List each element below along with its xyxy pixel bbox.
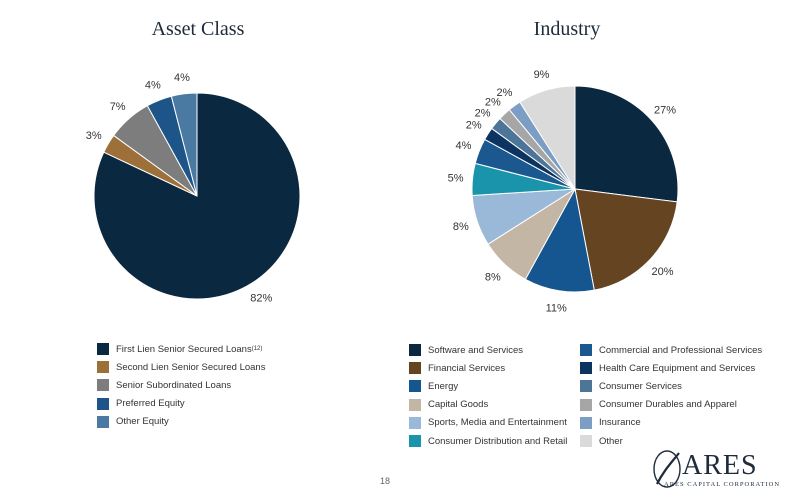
- legend-label: Consumer Durables and Apparel: [599, 399, 737, 411]
- legend-item-senior-subordinated: Senior Subordinated Loans: [97, 376, 265, 394]
- legend-item-second-lien: Second Lien Senior Secured Loans: [97, 358, 265, 376]
- industry-slice-1: [574, 188, 678, 291]
- industry-slice-2: [524, 187, 595, 293]
- legend-swatch: [409, 380, 421, 393]
- legend-label: Commercial and Professional Services: [599, 344, 763, 356]
- legend-label: Other Equity: [116, 416, 169, 428]
- legend-label: Senior Subordinated Loans: [116, 379, 232, 391]
- legend-item-other: Other: [580, 432, 762, 450]
- legend-swatch: [97, 379, 109, 392]
- legend-swatch: [580, 416, 592, 429]
- legend-swatch: [580, 435, 592, 448]
- legend-swatch: [409, 398, 421, 411]
- ares-logo-mark-icon: [653, 450, 681, 488]
- legend-label: Consumer Distribution and Retail: [428, 435, 568, 447]
- legend-item-energy: Energy: [409, 377, 567, 395]
- asset-class-data-label-3: 4%: [145, 79, 161, 91]
- industry-data-label-5: 5%: [448, 173, 464, 185]
- legend-swatch: [97, 361, 109, 374]
- legend-swatch: [409, 362, 421, 375]
- legend-item-preferred-equity: Preferred Equity: [97, 395, 265, 413]
- legend-item-consumer-distribution: Consumer Distribution and Retail: [409, 432, 567, 450]
- legend-item-software: Software and Services: [409, 341, 567, 359]
- legend-swatch: [580, 362, 592, 375]
- legend-label: Financial Services: [428, 362, 506, 374]
- legend-footnote: (12): [251, 346, 263, 353]
- industry-data-label-7: 2%: [466, 120, 482, 132]
- industry-data-label-10: 2%: [497, 87, 513, 99]
- industry-slice-0: [574, 85, 679, 203]
- industry-data-label-9: 2%: [485, 97, 501, 109]
- industry-data-label-2: 11%: [546, 303, 567, 315]
- legend-label: Sports, Media and Entertainment: [428, 417, 567, 429]
- legend-item-consumer-durables: Consumer Durables and Apparel: [580, 396, 762, 414]
- legend-item-insurance: Insurance: [580, 414, 762, 432]
- legend-label: Health Care Equipment and Services: [599, 362, 756, 374]
- asset-class-slice-4: [170, 92, 198, 197]
- industry-data-label-4: 8%: [453, 221, 469, 233]
- legend-swatch: [580, 398, 592, 411]
- legend-item-commercial: Commercial and Professional Services: [580, 341, 762, 359]
- industry-data-label-0: 27%: [654, 105, 676, 117]
- logo-wordmark: ARES: [682, 450, 758, 481]
- legend-swatch: [97, 343, 109, 356]
- asset-class-data-label-2: 7%: [110, 101, 126, 113]
- industry-data-label-6: 4%: [455, 140, 471, 152]
- industry-legend-column-1: Software and Services Financial Services…: [409, 341, 567, 450]
- industry-slice-11: [519, 85, 576, 191]
- legend-swatch: [97, 415, 109, 428]
- legend-item-financial: Financial Services: [409, 359, 567, 377]
- industry-data-label-3: 8%: [485, 271, 501, 283]
- legend-label: Capital Goods: [428, 399, 489, 411]
- asset-class-data-label-0: 82%: [250, 292, 272, 304]
- legend-item-capital-goods: Capital Goods: [409, 396, 567, 414]
- legend-swatch: [580, 344, 592, 357]
- legend-item-other-equity: Other Equity: [97, 413, 265, 431]
- ares-logo: ARES ARES CAPITAL CORPORATION: [648, 448, 779, 494]
- asset-class-legend: First Lien Senior Secured Loans (12) Seco…: [97, 340, 265, 431]
- page-number: 18: [379, 476, 390, 486]
- asset-class-chart-title: Asset Class: [151, 18, 245, 40]
- industry-data-label-8: 2%: [475, 108, 491, 120]
- asset-class-data-label-4: 4%: [174, 72, 190, 84]
- industry-legend-column-2: Commercial and Professional Services Hea…: [580, 341, 762, 450]
- legend-label: Preferred Equity: [116, 398, 185, 410]
- legend-item-consumer-services: Consumer Services: [580, 377, 762, 395]
- legend-swatch: [580, 380, 592, 393]
- legend-item-health-care: Health Care Equipment and Services: [580, 359, 762, 377]
- industry-data-label-1: 20%: [651, 266, 673, 278]
- legend-label: Consumer Services: [599, 380, 682, 392]
- legend-swatch: [409, 344, 421, 357]
- legend-label: Energy: [428, 380, 459, 392]
- legend-label: First Lien Senior Secured Loans: [116, 343, 252, 355]
- asset-class-data-label-1: 3%: [86, 130, 102, 142]
- industry-chart-title: Industry: [533, 18, 601, 40]
- legend-label: Second Lien Senior Secured Loans: [116, 361, 266, 373]
- legend-label: Software and Services: [428, 344, 524, 356]
- legend-label: Other: [599, 435, 623, 447]
- legend-label: Insurance: [599, 417, 641, 429]
- logo-subtitle: ARES CAPITAL CORPORATION: [664, 481, 781, 488]
- legend-swatch: [409, 416, 421, 429]
- industry-data-label-11: 9%: [534, 69, 550, 81]
- legend-item-sports-media: Sports, Media and Entertainment: [409, 414, 567, 432]
- legend-swatch: [97, 397, 109, 410]
- legend-item-first-lien: First Lien Senior Secured Loans (12): [97, 340, 265, 358]
- legend-swatch: [409, 435, 421, 448]
